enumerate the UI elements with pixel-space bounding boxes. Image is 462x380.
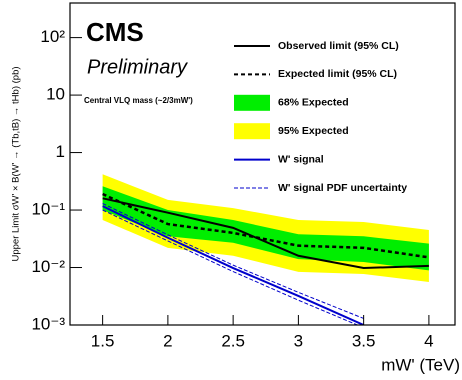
frame [69,2,456,326]
legend-label: W' signal [278,153,324,165]
x-tick-label: 4 [424,331,433,350]
x-axis-label: mW' (TeV) [381,355,460,374]
y-tick-label: 1 [56,142,65,161]
legend-swatch [234,94,270,111]
x-tick-label: 3 [294,331,303,350]
plot-area [102,174,430,325]
annotation: Central VLQ mass (~2/3mW') [84,96,193,105]
legend-label: Observed limit (95% CL) [278,40,399,52]
x-tick-label: 1.5 [91,331,115,350]
legend-swatch [234,123,270,140]
x-tick-label: 2.5 [221,331,245,350]
y-tick-label: 10⁻¹ [31,200,65,219]
series-line [102,192,430,259]
cms-label: CMS [86,17,144,47]
series-line [102,205,365,325]
legend-label: Expected limit (95% CL) [278,68,397,80]
band [102,186,429,271]
y-axis-label: Upper Limit σW' × B(W' → (Tb,tB) → tHb) … [11,66,22,261]
legend-label: W' signal PDF uncertainty [278,182,407,194]
y-tick-label: 10⁻³ [31,314,65,333]
legend-label: 68% Expected [278,97,349,109]
series-line [102,203,364,319]
preliminary-label: Preliminary [87,56,188,78]
y-tick-label: 10² [40,27,65,46]
x-tick-label: 3.5 [352,331,376,350]
y-tick-label: 10 [46,85,65,104]
y-tick-label: 10⁻² [31,257,65,276]
series-line [102,197,429,270]
series-line [102,209,359,325]
legend-label: 95% Expected [278,125,349,137]
x-tick-label: 2 [163,331,172,350]
